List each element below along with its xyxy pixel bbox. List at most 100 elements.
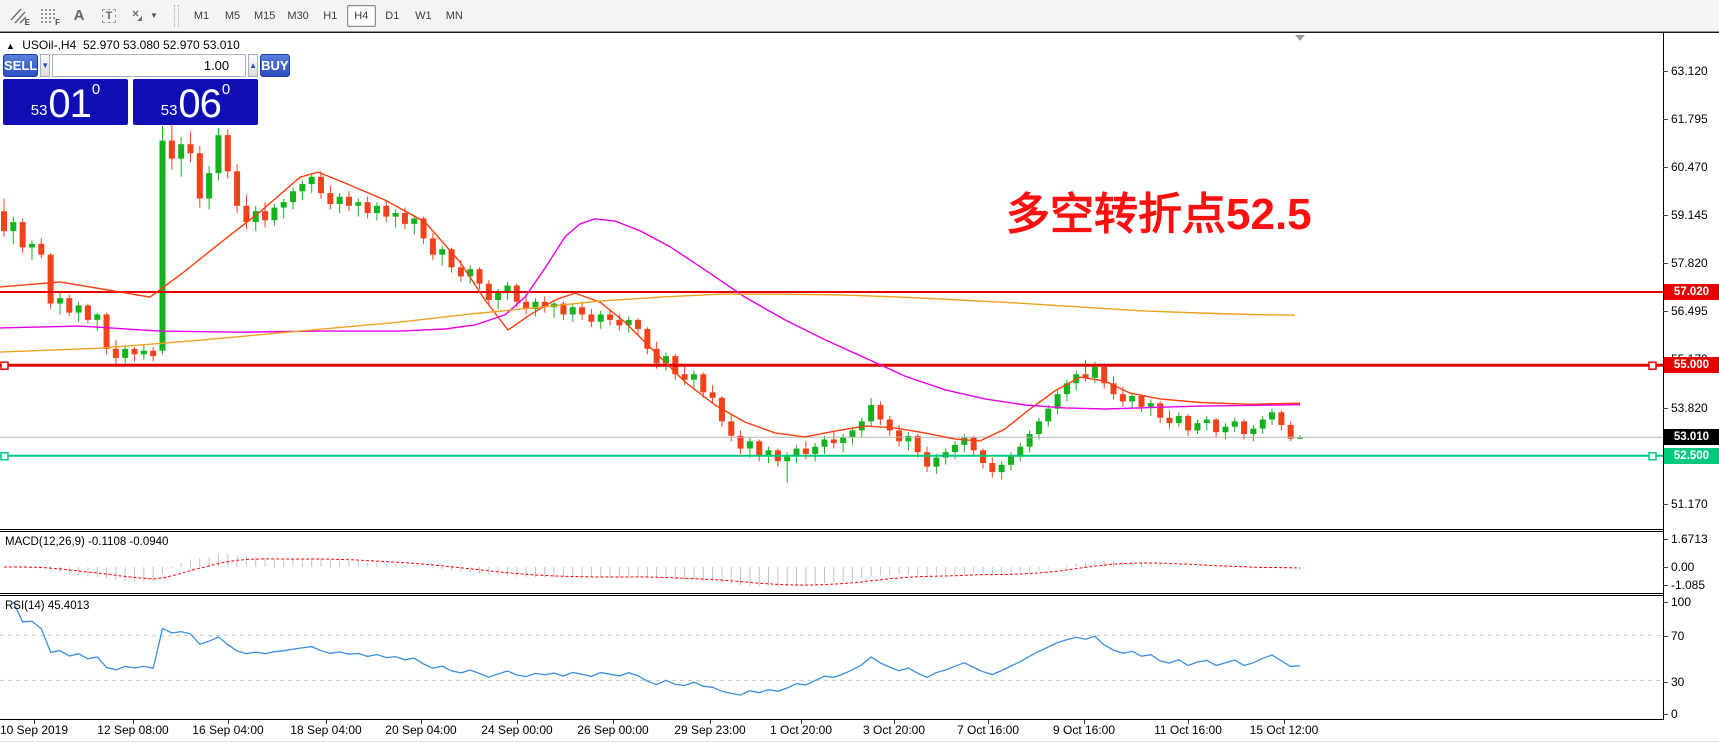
toolbar: E F A T ▼ (0, 0, 1719, 33)
time-axis-label: 16 Sep 04:00 (192, 723, 264, 737)
time-axis-tick (1284, 720, 1285, 724)
symbol-collapse-icon[interactable]: ▲ (6, 41, 15, 51)
price-axis-tick-label: 51.170 (1671, 496, 1708, 511)
time-axis-label: 29 Sep 23:00 (674, 723, 746, 737)
time-axis-label: 11 Oct 16:00 (1154, 723, 1222, 737)
price-axis-tick (1663, 311, 1668, 313)
time-axis-label: 15 Oct 12:00 (1249, 723, 1319, 737)
indicator-axis-label: 100 (1671, 595, 1692, 609)
time-axis-tick (894, 720, 895, 724)
line-studies-toolbar: E F A T ▼ (0, 3, 164, 29)
time-axis-tick (988, 720, 989, 724)
timeframe-m5[interactable]: M5 (224, 9, 241, 22)
price-axis-tick-label: 53.820 (1671, 400, 1708, 415)
time-axis-label: 9 Oct 16:00 (1052, 723, 1116, 737)
dropdown-caret-icon: ▼ (150, 11, 158, 20)
time-axis-tick (613, 720, 614, 724)
symbol-name: USOil-,H4 (22, 38, 77, 52)
volume-increase-button[interactable]: ▲ (248, 54, 259, 77)
indicator-axis-tick (1663, 682, 1668, 683)
indicator-axis-label: 30 (1671, 675, 1685, 689)
timeframe-d1[interactable]: D1 (385, 9, 400, 22)
timeframe-m15[interactable]: M15 (254, 9, 276, 22)
ohlc-values: 52.970 53.080 52.970 53.010 (82, 38, 240, 52)
indicator-axis-tick (1663, 585, 1668, 586)
level-handle (1648, 452, 1657, 461)
sell-button[interactable]: SELL (3, 54, 39, 77)
timeframe-m30[interactable]: M30 (287, 9, 309, 22)
price-axis-tick-label: 60.470 (1671, 160, 1708, 174)
volume-input[interactable] (52, 54, 247, 77)
time-axis-label: 12 Sep 08:00 (97, 723, 169, 737)
fibonacci-icon[interactable]: F (34, 3, 64, 29)
equidistant-channel-icon[interactable]: E (4, 3, 34, 29)
timeframe-w1[interactable]: W1 (415, 9, 432, 22)
price-axis-tick (1663, 407, 1668, 409)
indicator-axis-tick (1663, 714, 1668, 715)
toolbar-separator (174, 4, 179, 27)
chart-title: ▲ USOil-,H4 52.970 53.080 52.970 53.010 (6, 38, 240, 52)
timeframe-h1[interactable]: H1 (323, 9, 338, 22)
timeframe-h4[interactable]: H4 (346, 4, 376, 27)
timeframe-mn[interactable]: MN (445, 9, 463, 22)
time-axis-tick (133, 720, 134, 724)
macd-label: MACD(12,26,9) -0.1108 -0.0940 (5, 536, 169, 548)
price-level-tag[interactable]: 53.010 (1664, 429, 1719, 446)
macd-signal-line (3, 558, 1301, 586)
price-chart[interactable] (0, 33, 1663, 529)
text-label-icon[interactable]: T (94, 3, 124, 29)
time-axis-tick (801, 720, 802, 724)
time-axis-label: 10 Sep 2019 (0, 723, 69, 737)
panel-separator (0, 529, 1664, 530)
time-axis-tick (421, 720, 422, 724)
price-axis-tick (1663, 167, 1668, 168)
price-axis-tick-label: 61.795 (1671, 112, 1708, 126)
price-axis-tick (1663, 263, 1668, 265)
time-axis-tick (326, 720, 327, 724)
timeframe-m1[interactable]: M1 (193, 9, 210, 22)
indicator-axis-tick (1663, 636, 1668, 637)
price-axis-tick (1663, 119, 1668, 120)
price-level-tag[interactable]: 57.020 (1664, 284, 1719, 300)
time-axis-tick (517, 720, 518, 724)
panel-separator (0, 531, 1664, 532)
candles (1, 120, 1303, 483)
chart-annotation[interactable]: 多空转折点52.5 (1006, 190, 1312, 239)
buy-button[interactable]: BUY (260, 54, 290, 77)
text-tool-icon[interactable]: A (73, 7, 85, 24)
price-axis-tick-label: 57.820 (1671, 256, 1708, 271)
price-axis-tick (1663, 215, 1668, 216)
buy-price-display[interactable]: 53 06 0 (133, 79, 258, 125)
level-handle (1648, 361, 1657, 370)
time-axis-label: 20 Sep 04:00 (385, 723, 457, 737)
price-level-tag[interactable]: 52.500 (1664, 447, 1719, 464)
panel-separator (0, 719, 1664, 720)
price-axis-tick-label: 56.495 (1671, 304, 1708, 319)
price-axis-tick-label: 63.120 (1671, 64, 1708, 78)
price-level-tag[interactable]: 55.000 (1664, 357, 1719, 374)
indicator-axis-label: -1.085 (1671, 578, 1706, 592)
time-axis-label: 24 Sep 00:00 (481, 723, 553, 737)
panel-separator (0, 595, 1664, 596)
medium-ma-line (0, 218, 1301, 410)
rsi-chart[interactable] (0, 596, 1663, 719)
timeframe-toolbar: M1 M5 M15 M30 H1 H4 D1 W1 MN (187, 4, 469, 27)
level-handle (0, 452, 9, 461)
bottom-divider (0, 741, 1719, 742)
time-axis-tick (710, 720, 711, 724)
rsi-line (12, 601, 1301, 696)
arrows-tool-icon[interactable]: ▼ (124, 3, 164, 29)
sell-price-display[interactable]: 53 01 0 (3, 79, 128, 125)
time-axis-tick (228, 720, 229, 724)
price-axis-tick (1663, 71, 1668, 72)
volume-decrease-button[interactable]: ▼ (40, 54, 51, 77)
time-axis-label: 3 Oct 20:00 (862, 723, 926, 737)
macd-chart[interactable] (0, 532, 1663, 593)
indicator-axis-label: 1.6713 (1671, 532, 1708, 546)
price-axis-tick (1663, 503, 1668, 505)
panel-separator (0, 593, 1664, 594)
time-axis-tick (34, 720, 35, 724)
indicator-axis-label: 0.00 (1671, 560, 1695, 574)
